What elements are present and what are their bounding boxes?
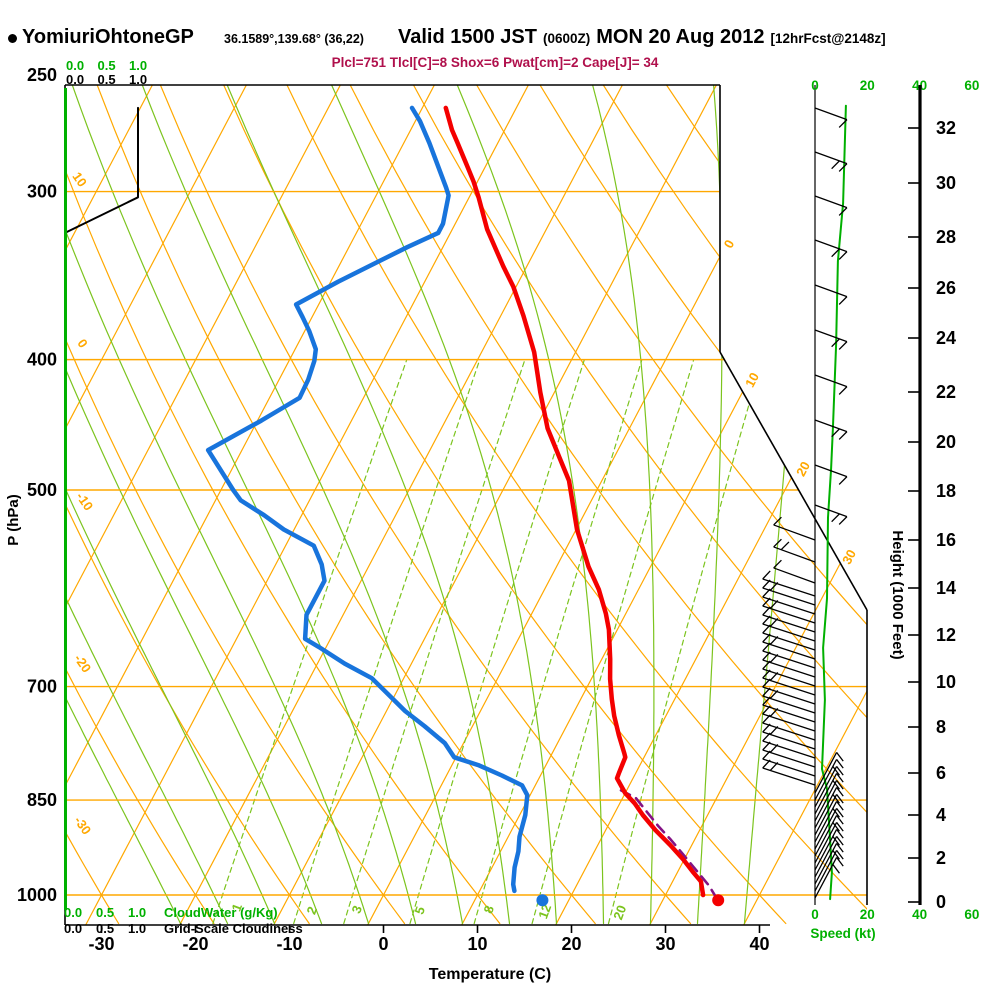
svg-text:Temperature (C): Temperature (C) (429, 966, 551, 983)
svg-text:20: 20 (610, 903, 629, 922)
plot-frame (64, 84, 868, 926)
svg-text:Height (1000 Feet): Height (1000 Feet) (889, 530, 906, 659)
svg-text:2: 2 (936, 848, 946, 868)
svg-text:4: 4 (936, 805, 946, 825)
svg-text:30: 30 (936, 173, 956, 193)
svg-text:30: 30 (839, 547, 859, 567)
svg-text:500: 500 (27, 480, 57, 500)
svg-text:0: 0 (74, 336, 90, 351)
forecast-tag: [12hrFcst@2148z] (770, 31, 886, 46)
svg-text:3: 3 (348, 903, 365, 915)
svg-text:0: 0 (811, 78, 819, 93)
cloud-scale-bottom: 0.00.0 0.50.5 1.01.0 CloudWater (g/Kg)Grid-… (64, 905, 303, 936)
svg-text:250: 250 (27, 65, 57, 85)
svg-text:24: 24 (936, 328, 956, 348)
svg-text:0.0: 0.0 (66, 72, 84, 87)
svg-text:1.0: 1.0 (128, 905, 146, 920)
surface-dewpoint-dot (536, 894, 549, 907)
svg-text:Speed (kt): Speed (kt) (810, 926, 875, 941)
svg-text:30: 30 (655, 934, 675, 954)
svg-text:700: 700 (27, 677, 57, 697)
svg-text:16: 16 (936, 530, 956, 550)
svg-text:20: 20 (860, 78, 875, 93)
svg-text:P (hPa): P (hPa) (5, 494, 22, 545)
svg-text:1.0: 1.0 (129, 58, 147, 73)
svg-text:-20: -20 (182, 934, 208, 954)
isobar-lines (65, 190, 867, 896)
svg-text:6: 6 (936, 763, 946, 783)
title-bullet-icon (8, 34, 17, 43)
svg-text:40: 40 (912, 907, 927, 922)
svg-text:850: 850 (27, 790, 57, 810)
svg-text:0: 0 (378, 934, 388, 954)
svg-text:32: 32 (936, 118, 956, 138)
svg-text:18: 18 (936, 481, 956, 501)
svg-text:CloudWater (g/Kg): CloudWater (g/Kg) (164, 905, 278, 920)
valid-time-row: Valid 1500 JST (0600Z) MON 20 Aug 2012 [… (398, 26, 886, 49)
svg-text:60: 60 (964, 78, 979, 93)
svg-text:8: 8 (936, 717, 946, 737)
svg-text:12: 12 (535, 902, 554, 921)
svg-text:20: 20 (860, 907, 875, 922)
svg-text:22: 22 (936, 382, 956, 402)
svg-text:0: 0 (811, 907, 819, 922)
pressure-axis: 250 300 400 500 700 850 1000 P (hPa) (5, 65, 57, 905)
svg-text:-10: -10 (276, 934, 302, 954)
svg-text:-30: -30 (88, 934, 114, 954)
temperature-axis: -30 -20 -10 0 10 20 30 40 Temperature (C) (88, 925, 770, 983)
svg-text:10: 10 (467, 934, 487, 954)
svg-text:10: 10 (69, 169, 90, 189)
cloud-scale-top: 0.00.0 0.50.5 1.01.0 (66, 58, 147, 87)
svg-text:1.0: 1.0 (129, 72, 147, 87)
svg-text:0.5: 0.5 (98, 58, 116, 73)
station-name: YomiuriOhtoneGP (22, 26, 194, 48)
svg-text:Grid-Scale Cloudiness: Grid-Scale Cloudiness (164, 921, 303, 936)
svg-text:0: 0 (936, 892, 946, 912)
cloudiness-profiles (64, 88, 139, 910)
svg-text:0.0: 0.0 (64, 921, 82, 936)
svg-text:5: 5 (411, 904, 428, 916)
valid-time: Valid 1500 JST (398, 26, 537, 48)
svg-text:0.0: 0.0 (64, 905, 82, 920)
svg-text:1.0: 1.0 (128, 921, 146, 936)
svg-text:-20: -20 (71, 651, 94, 675)
svg-text:0.0: 0.0 (66, 58, 84, 73)
svg-text:-30: -30 (71, 813, 94, 837)
svg-text:1: 1 (228, 901, 245, 913)
svg-text:0.5: 0.5 (96, 905, 114, 920)
svg-text:400: 400 (27, 350, 57, 370)
svg-text:40: 40 (749, 934, 769, 954)
sounding-indices: Plcl=751 Tlcl[C]=8 Shox=6 Pwat[cm]=2 Cap… (331, 55, 659, 70)
svg-text:-10: -10 (73, 489, 96, 513)
svg-text:20: 20 (793, 459, 813, 479)
svg-text:300: 300 (27, 182, 57, 202)
surface-temperature-dot (712, 894, 725, 907)
svg-text:20: 20 (936, 432, 956, 452)
svg-text:2: 2 (303, 904, 320, 916)
svg-text:20: 20 (561, 934, 581, 954)
svg-text:60: 60 (964, 907, 979, 922)
surface-dots (536, 894, 725, 907)
svg-text:8: 8 (480, 903, 497, 915)
svg-text:10: 10 (742, 370, 762, 390)
sounding-curves (205, 105, 720, 902)
background-lines (65, 85, 867, 925)
svg-text:28: 28 (936, 227, 956, 247)
svg-text:0.5: 0.5 (98, 72, 116, 87)
speed-axis: 00202040406060Speed (kt) (810, 78, 979, 941)
svg-text:0: 0 (721, 237, 738, 250)
svg-text:10: 10 (936, 672, 956, 692)
svg-text:1000: 1000 (17, 885, 57, 905)
svg-text:12: 12 (936, 625, 956, 645)
station-coordinates: 36.1589°,139.68° (36,22) (224, 32, 364, 46)
svg-text:26: 26 (936, 278, 956, 298)
svg-text:14: 14 (936, 578, 956, 598)
svg-text:0.5: 0.5 (96, 921, 114, 936)
wind-barbs (762, 107, 848, 899)
valid-time-z: (0600Z) (542, 31, 591, 46)
valid-date: MON 20 Aug 2012 (596, 26, 765, 48)
